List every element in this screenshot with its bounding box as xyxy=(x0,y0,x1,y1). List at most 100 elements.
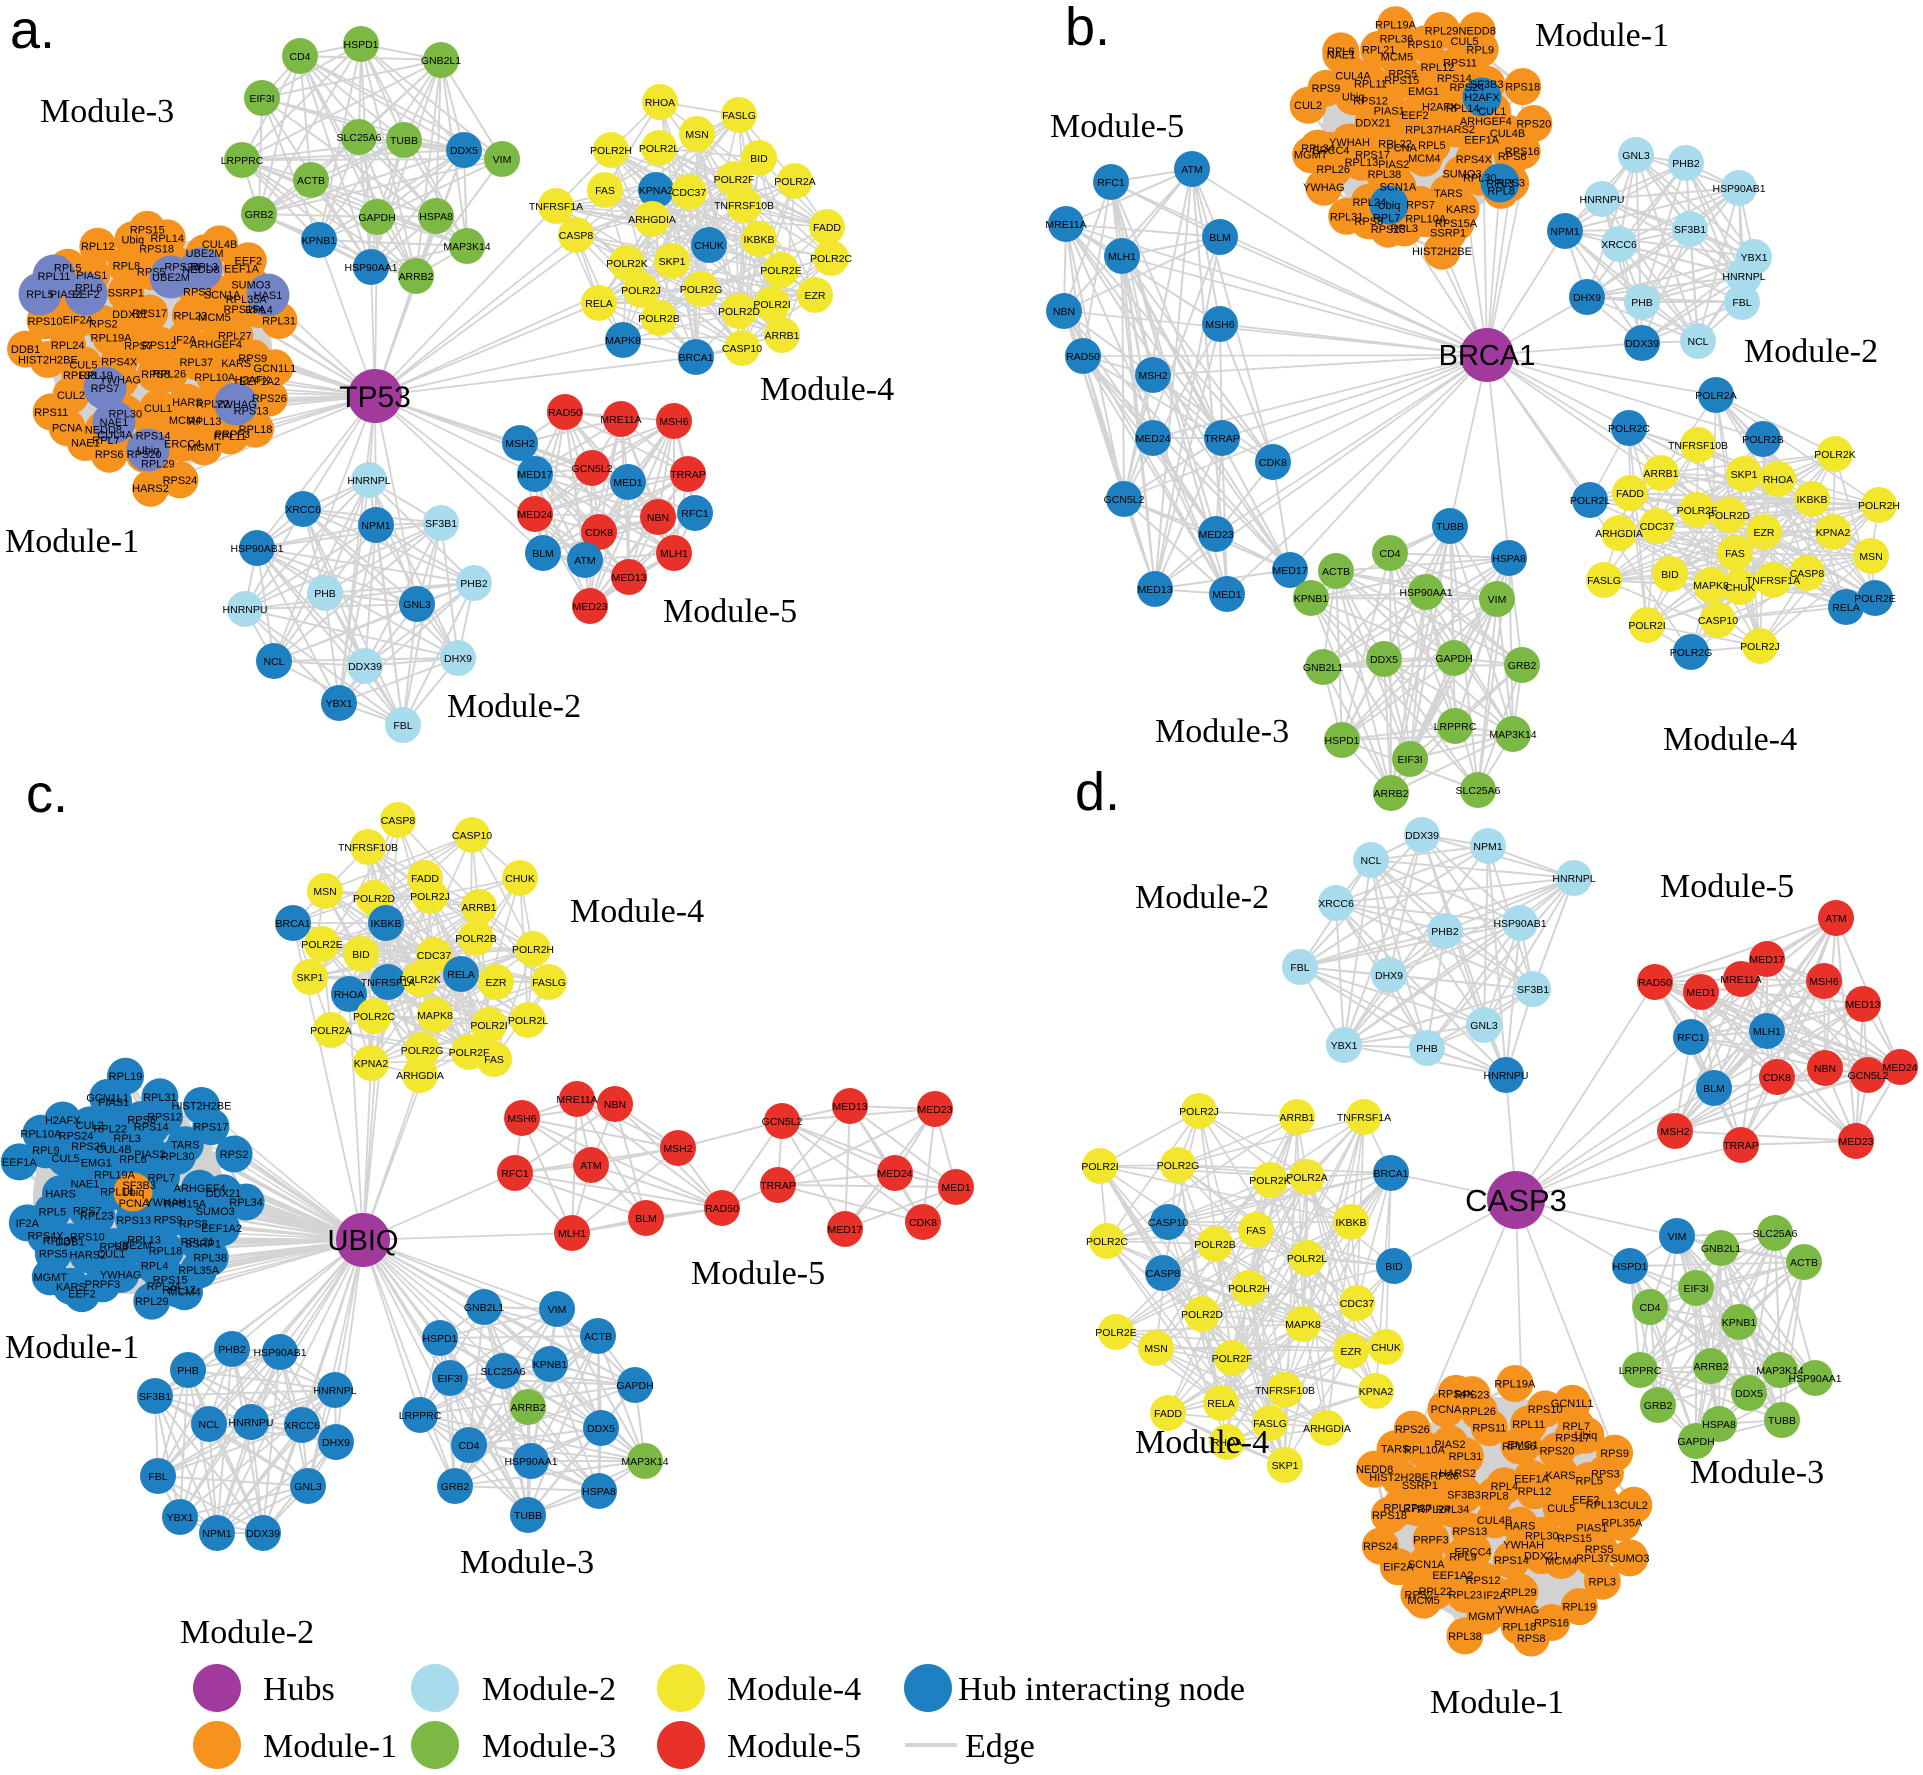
svg-text:MCM4: MCM4 xyxy=(1545,1556,1577,1568)
svg-text:RPS14: RPS14 xyxy=(136,431,171,443)
svg-text:MGMT: MGMT xyxy=(1294,150,1328,162)
svg-text:Ubiq: Ubiq xyxy=(137,445,160,457)
svg-text:MED13: MED13 xyxy=(611,572,646,584)
svg-text:RPL18: RPL18 xyxy=(149,1246,183,1258)
svg-text:ARRB2: ARRB2 xyxy=(398,271,433,283)
svg-text:PCNA: PCNA xyxy=(1431,1404,1462,1416)
svg-text:POLR2D: POLR2D xyxy=(353,893,395,905)
svg-text:RPL22: RPL22 xyxy=(196,398,230,410)
svg-text:RPL13: RPL13 xyxy=(1345,157,1379,169)
svg-text:RPL23: RPL23 xyxy=(80,1211,114,1223)
svg-text:HNRNPU: HNRNPU xyxy=(1484,1070,1529,1082)
svg-text:RELA: RELA xyxy=(1207,1398,1234,1410)
svg-text:RPL37: RPL37 xyxy=(1405,124,1439,136)
svg-text:CDK8: CDK8 xyxy=(1259,457,1287,469)
svg-text:POLR2A: POLR2A xyxy=(774,176,815,188)
svg-text:POLR2I: POLR2I xyxy=(1081,1161,1118,1173)
svg-text:RPS13: RPS13 xyxy=(1452,1526,1487,1538)
svg-text:KPNB1: KPNB1 xyxy=(533,1359,568,1371)
svg-text:HSP90AA1: HSP90AA1 xyxy=(344,262,397,274)
svg-text:ARRB1: ARRB1 xyxy=(1279,1112,1314,1124)
svg-text:NPM1: NPM1 xyxy=(361,520,390,532)
svg-text:CUL4B: CUL4B xyxy=(1477,1515,1512,1527)
svg-text:RPL19: RPL19 xyxy=(1562,1602,1596,1614)
svg-text:RPL23: RPL23 xyxy=(173,310,207,322)
svg-text:GCN5L2: GCN5L2 xyxy=(1848,1070,1889,1082)
svg-text:Module-2: Module-2 xyxy=(1744,333,1878,370)
svg-text:BLM: BLM xyxy=(635,1213,657,1225)
svg-text:DDX5: DDX5 xyxy=(1735,1388,1763,1400)
svg-text:SF3B3: SF3B3 xyxy=(122,1180,156,1192)
svg-text:VIM: VIM xyxy=(493,154,512,166)
svg-text:DDX39: DDX39 xyxy=(348,661,382,673)
svg-text:SF3B1: SF3B1 xyxy=(1674,224,1706,236)
svg-text:RPL36: RPL36 xyxy=(1380,34,1414,46)
svg-text:RPL26: RPL26 xyxy=(152,369,186,381)
svg-text:MGMT: MGMT xyxy=(33,1272,67,1284)
svg-text:HSP90AA1: HSP90AA1 xyxy=(1399,587,1452,599)
svg-text:RPL26: RPL26 xyxy=(1316,164,1350,176)
svg-text:GRB2: GRB2 xyxy=(1644,1400,1673,1412)
svg-text:CDK8: CDK8 xyxy=(1763,1072,1791,1084)
svg-text:GCN1L1: GCN1L1 xyxy=(254,363,297,375)
svg-text:CASP8: CASP8 xyxy=(1146,1268,1181,1280)
svg-text:KPNA2: KPNA2 xyxy=(1359,1386,1394,1398)
svg-text:YBX1: YBX1 xyxy=(1741,252,1768,264)
svg-text:DDX21: DDX21 xyxy=(112,309,147,321)
svg-text:RPL29: RPL29 xyxy=(135,1296,169,1308)
svg-text:HAS1: HAS1 xyxy=(254,290,283,302)
svg-text:NEDD8: NEDD8 xyxy=(1356,1464,1393,1476)
svg-text:BID: BID xyxy=(750,153,768,165)
svg-text:RPS17: RPS17 xyxy=(193,1122,228,1134)
svg-text:RPL19A: RPL19A xyxy=(94,1170,136,1182)
svg-text:DDX39: DDX39 xyxy=(1405,830,1439,842)
svg-text:Ubiq: Ubiq xyxy=(1575,1430,1598,1442)
svg-text:TNFRSF1A: TNFRSF1A xyxy=(1337,1112,1391,1124)
svg-text:NAE1: NAE1 xyxy=(100,417,129,429)
svg-text:RPL29: RPL29 xyxy=(1425,25,1459,37)
svg-text:RPS8: RPS8 xyxy=(1517,1633,1546,1645)
svg-text:RHOA: RHOA xyxy=(645,97,675,109)
svg-text:DDX21: DDX21 xyxy=(1355,118,1390,130)
svg-text:DDX21: DDX21 xyxy=(1524,1551,1559,1563)
svg-text:MRE11A: MRE11A xyxy=(1720,974,1761,986)
svg-text:CASP8: CASP8 xyxy=(1790,568,1825,580)
svg-text:RPL27: RPL27 xyxy=(1383,1502,1417,1514)
svg-text:HSP90AB1: HSP90AB1 xyxy=(1493,918,1546,930)
svg-text:RPL24: RPL24 xyxy=(51,340,85,352)
svg-text:POLR2G: POLR2G xyxy=(680,284,723,296)
svg-text:CUL1: CUL1 xyxy=(97,1248,125,1260)
svg-text:RPL11: RPL11 xyxy=(1354,79,1387,91)
svg-text:RPL9: RPL9 xyxy=(1466,44,1494,56)
svg-text:RPL26: RPL26 xyxy=(1462,1406,1496,1418)
svg-text:POLR2J: POLR2J xyxy=(1740,641,1780,653)
svg-text:MCM5: MCM5 xyxy=(1381,52,1413,64)
svg-text:MED1: MED1 xyxy=(941,1182,970,1194)
svg-text:PIAS2: PIAS2 xyxy=(134,1149,165,1161)
svg-text:NCL: NCL xyxy=(263,656,284,668)
svg-text:MAPK8: MAPK8 xyxy=(1693,580,1729,592)
svg-text:CUL5: CUL5 xyxy=(52,1153,80,1165)
svg-text:Module-1: Module-1 xyxy=(1535,17,1669,54)
svg-text:CHUK: CHUK xyxy=(1371,1342,1401,1354)
svg-text:RHOA: RHOA xyxy=(334,989,364,1001)
svg-text:RPS6: RPS6 xyxy=(1430,1471,1459,1483)
svg-text:FBL: FBL xyxy=(1732,297,1751,309)
svg-text:CUL5: CUL5 xyxy=(1450,36,1478,48)
svg-text:Edge: Edge xyxy=(965,1728,1035,1765)
svg-text:CD4: CD4 xyxy=(1379,548,1400,560)
svg-text:EIF3I: EIF3I xyxy=(437,1373,462,1385)
svg-text:RPS13: RPS13 xyxy=(116,1215,151,1227)
svg-text:RPL38: RPL38 xyxy=(63,370,97,382)
svg-text:VIM: VIM xyxy=(1488,594,1507,606)
svg-text:POLR2K: POLR2K xyxy=(1814,449,1855,461)
svg-text:ACTB: ACTB xyxy=(584,1331,612,1343)
svg-text:MAP3K14: MAP3K14 xyxy=(1489,729,1536,741)
svg-text:TNFRSF10B: TNFRSF10B xyxy=(1255,1385,1315,1397)
svg-text:KARS: KARS xyxy=(221,358,251,370)
svg-text:POLR2G: POLR2G xyxy=(401,1045,444,1057)
svg-text:ERCC4: ERCC4 xyxy=(1454,1547,1491,1559)
svg-text:XRCC6: XRCC6 xyxy=(285,504,321,516)
svg-text:PCNA: PCNA xyxy=(1386,142,1417,154)
svg-text:RPL14: RPL14 xyxy=(150,233,184,245)
